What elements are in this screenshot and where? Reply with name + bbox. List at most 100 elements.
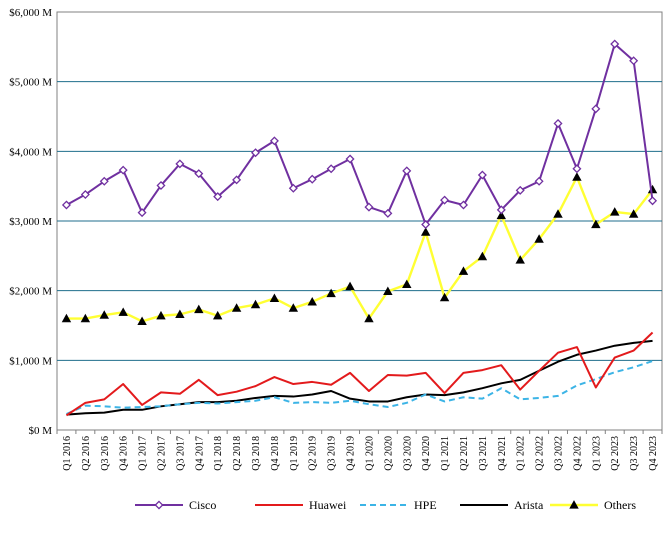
legend: Cisco Huawei HPE Arista Others [135, 498, 636, 512]
series-others [61, 172, 658, 325]
data-point [156, 310, 166, 320]
series-arista [66, 339, 653, 416]
series-huawei [65, 331, 654, 417]
data-point [553, 209, 563, 218]
data-point [118, 307, 128, 316]
x-tick-label: Q2 2019 [308, 436, 319, 471]
data-point [591, 104, 601, 114]
data-point [477, 170, 487, 180]
data-point [420, 227, 431, 236]
data-point [345, 154, 355, 164]
x-tick-label: Q3 2020 [402, 436, 413, 471]
data-point [232, 175, 242, 185]
data-point [61, 200, 71, 210]
y-tick-label: $3,000 M [9, 216, 52, 228]
data-point [345, 281, 355, 291]
data-point [118, 165, 128, 175]
data-point [496, 205, 506, 215]
series-lines [61, 39, 658, 417]
data-point [175, 309, 185, 319]
x-tick-label: Q2 2020 [383, 436, 394, 471]
data-point [421, 219, 431, 230]
data-point [194, 304, 204, 314]
series-line-hpe [66, 360, 653, 415]
series-hpe [66, 360, 653, 415]
data-point [99, 176, 109, 186]
data-point [553, 118, 563, 128]
legend-label: Huawei [309, 498, 347, 512]
series-line-huawei [65, 331, 654, 417]
gridlines [56, 11, 663, 431]
data-point [647, 184, 658, 194]
data-point [326, 288, 336, 298]
x-tick-label: Q4 2022 [572, 436, 583, 471]
series-cisco [61, 39, 658, 230]
legend-label: Cisco [189, 498, 216, 512]
data-point [534, 234, 544, 243]
data-point [231, 303, 242, 312]
x-tick-label: Q4 2017 [194, 436, 205, 471]
data-point [307, 174, 317, 184]
x-tick-label: Q1 2016 [62, 436, 73, 471]
series-line-others [66, 175, 654, 323]
x-tick-label: Q3 2019 [327, 436, 338, 471]
legend-item-cisco: Cisco [135, 498, 216, 512]
x-tick-label: Q3 2018 [251, 436, 262, 471]
legend-item-others: Others [550, 498, 636, 512]
data-point [383, 208, 393, 218]
data-point [610, 207, 620, 216]
data-point [269, 136, 279, 146]
legend-label: Arista [514, 498, 544, 512]
data-point [458, 266, 469, 275]
data-point [364, 202, 374, 212]
data-point [213, 192, 223, 202]
data-point [402, 279, 412, 289]
series-line-arista [66, 339, 653, 416]
x-tick-label: Q4 2019 [346, 436, 357, 471]
x-tick-label: Q4 2018 [270, 436, 281, 471]
data-point [269, 293, 280, 302]
data-point [175, 159, 185, 169]
data-point [610, 39, 620, 49]
data-point [439, 292, 450, 302]
y-tick-label: $1,000 M [9, 355, 52, 367]
data-point [496, 210, 507, 220]
data-point [458, 200, 469, 210]
data-point [99, 310, 109, 319]
y-tick-label: $5,000 M [9, 77, 52, 89]
data-point [402, 166, 412, 176]
data-point [250, 148, 261, 158]
x-axis: Q1 2016 Q2 2016 Q3 2016 Q4 2016 Q1 2017 Q2 20… [56, 430, 663, 471]
data-point [591, 219, 601, 229]
x-tick-label: Q1 2021 [440, 436, 451, 471]
x-tick-label: Q4 2023 [648, 436, 659, 471]
data-point [137, 208, 147, 218]
legend-label: Others [604, 498, 636, 512]
x-tick-label: Q2 2017 [156, 436, 167, 471]
x-tick-label: Q1 2018 [213, 436, 224, 471]
data-point [137, 316, 147, 325]
data-point [288, 183, 298, 193]
y-tick-label: $6,000 M [9, 7, 52, 19]
y-tick-label: $0 M [28, 425, 52, 437]
x-tick-label: Q3 2016 [100, 436, 111, 471]
x-tick-label: Q3 2021 [478, 436, 489, 471]
data-point [515, 185, 525, 195]
x-tick-label: Q2 2022 [535, 436, 546, 471]
y-axis: $0 M $1,000 M $2,000 M $3,000 M $4,000 M $5,0… [9, 7, 52, 437]
data-point [648, 196, 658, 206]
x-tick-label: Q2 2018 [232, 436, 243, 471]
data-point [288, 303, 299, 312]
data-point [629, 56, 639, 66]
data-point [477, 251, 488, 261]
data-point [250, 299, 261, 309]
x-tick-label: Q3 2017 [175, 436, 186, 471]
data-point [326, 164, 336, 174]
series-line-cisco [65, 43, 654, 226]
x-tick-label: Q4 2021 [497, 436, 508, 471]
data-point [572, 164, 582, 174]
x-tick-label: Q4 2020 [421, 436, 432, 471]
data-point [61, 313, 72, 323]
